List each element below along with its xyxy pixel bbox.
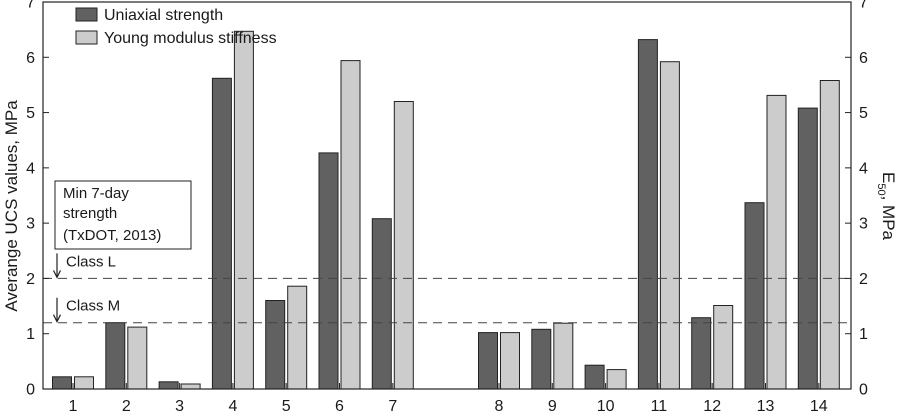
xtick-label-12: 12 [703,398,721,415]
ytick-label-right-4: 4 [859,160,868,177]
xtick-label-8: 8 [495,398,504,415]
ytick-label-right-5: 5 [859,105,868,122]
xtick-label-11: 11 [651,398,668,415]
bar-young-14 [819,80,840,390]
bar-young-10 [606,369,627,390]
xtick-label-10: 10 [597,398,615,415]
annotation-line-2: strength [63,205,117,222]
bar-uniaxial-10 [584,364,605,390]
legend-swatch-uniaxial [75,7,98,22]
legend: Uniaxial strength Young modulus stiffnes… [75,7,277,47]
ref-arrow-head-class-m [52,314,62,324]
xtick-label-6: 6 [335,398,344,415]
xtick-label-9: 9 [548,398,557,415]
xtick-label-1: 1 [69,398,78,415]
bar-young-6 [340,60,361,390]
bar-uniaxial-4 [211,77,232,390]
ytick-label-left-5: 5 [26,105,35,122]
bar-young-11 [659,61,680,390]
y-axis-title-right: E50, MPa [875,172,898,241]
ytick-label-left-6: 6 [26,50,35,67]
bar-young-8 [500,332,520,390]
annotation-line-1: Min 7-day [63,185,129,202]
bar-young-4 [233,30,254,390]
ref-arrow-head-class-l [52,270,62,279]
bar-uniaxial-12 [691,317,712,390]
bar-uniaxial-6 [318,152,339,390]
bar-young-12 [713,305,734,390]
y-axis-title-right-subscript: 50 [875,183,887,195]
tick-layer: 0 01 12 23 34 45 56 67 71 2 3 4 5 6 7 8 9 10 11 12 13 14 [26,0,868,415]
reference-lines: Class L Class M [43,253,851,324]
ytick-label-left-3: 3 [26,216,35,233]
ref-label-class-m: Class M [66,298,120,315]
ytick-label-right-7: 7 [859,0,868,12]
bar-young-1 [74,376,94,390]
legend-swatch-young [75,30,98,45]
bar-uniaxial-8 [478,332,498,390]
y-axis-title-left: Averange UCS values, MPa [2,100,21,312]
bar-uniaxial-2 [105,322,126,390]
bar-young-13 [766,94,787,390]
xtick-label-14: 14 [810,398,828,415]
bar-young-9 [553,322,574,390]
bar-uniaxial-13 [744,202,765,390]
xtick-label-7: 7 [388,398,397,415]
bar-uniaxial-11 [637,39,658,390]
ytick-label-right-0: 0 [859,382,868,399]
legend-label-uniaxial: Uniaxial strength [104,7,223,24]
xtick-label-2: 2 [122,398,131,415]
bar-uniaxial-3 [158,381,179,390]
xtick-label-13: 13 [757,398,775,415]
bar-uniaxial-1 [52,376,72,390]
xtick-label-3: 3 [175,398,184,415]
ytick-label-right-2: 2 [859,271,868,288]
annotation-box [54,180,192,250]
bar-young-5 [287,285,308,390]
ytick-label-left-2: 2 [26,271,35,288]
annotation-line-3: (TxDOT, 2013) [63,227,161,244]
y-axis-title-right-suffix: , MPa [879,196,898,241]
bar-uniaxial-9 [531,328,552,390]
bar-uniaxial-14 [797,107,818,390]
bar-young-7 [393,101,414,390]
bar-uniaxial-5 [265,300,286,390]
bar-young-2 [127,326,148,390]
ytick-label-left-7: 7 [26,0,35,12]
xtick-label-4: 4 [228,398,237,415]
ytick-label-right-6: 6 [859,50,868,67]
ref-label-class-l: Class L [66,253,116,270]
ytick-label-left-1: 1 [26,326,35,343]
ytick-label-right-1: 1 [859,326,868,343]
ytick-label-left-4: 4 [26,160,35,177]
ytick-label-right-3: 3 [859,216,868,233]
bar-uniaxial-7 [371,218,392,390]
legend-label-young: Young modulus stiffness [104,30,277,47]
y-axis-title-right-base: E [879,172,898,183]
min-strength-annotation: Min 7-day strength (TxDOT, 2013) [54,180,192,250]
ytick-label-left-0: 0 [26,382,35,399]
plot-frame [42,1,852,390]
axes-layer [42,1,852,390]
bar-young-3 [180,383,201,390]
xtick-label-5: 5 [282,398,291,415]
